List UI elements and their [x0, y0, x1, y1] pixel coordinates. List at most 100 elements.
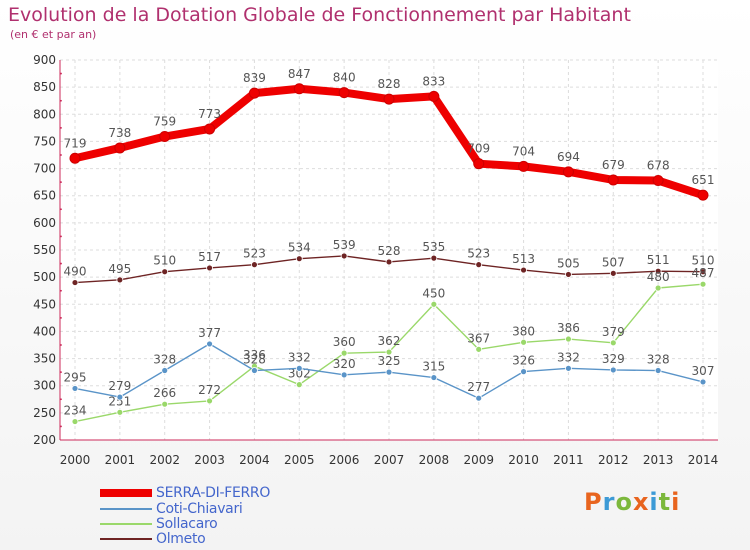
data-point-coti-chiavari: [385, 368, 393, 376]
data-point-sollacaro: [295, 381, 303, 389]
data-label-olmeto: 513: [512, 252, 535, 266]
data-point-coti-chiavari: [654, 367, 662, 374]
y-minor-tick: [60, 208, 62, 211]
data-point-coti-chiavari: [430, 374, 438, 381]
data-point-coti-chiavari: [699, 378, 707, 386]
data-label-coti-chiavari: 332: [288, 350, 311, 364]
data-point-sollacaro: [340, 349, 348, 357]
data-label-sollacaro: 272: [198, 383, 221, 397]
y-tick-label: 900: [33, 53, 56, 67]
y-minor-tick: [60, 398, 62, 401]
data-point-sollacaro: [475, 345, 483, 353]
data-label-sollacaro: 450: [422, 286, 445, 300]
data-point-serra-di-ferro: [114, 142, 126, 154]
y-tick-label: 600: [33, 216, 56, 230]
y-tick-label: 800: [33, 107, 56, 121]
data-label-serra-di-ferro: 773: [198, 107, 221, 121]
data-label-olmeto: 534: [288, 241, 311, 255]
y-minor-tick: [60, 235, 62, 238]
x-tick-label: 2000: [60, 453, 91, 467]
y-minor-tick: [60, 371, 62, 374]
data-label-serra-di-ferro: 678: [647, 159, 670, 173]
data-point-serra-di-ferro: [338, 87, 350, 99]
chart-subtitle: (en € et par an): [10, 28, 97, 41]
y-minor-tick: [60, 154, 62, 156]
data-label-olmeto: 490: [64, 265, 87, 279]
y-tick-label: 450: [33, 297, 56, 311]
y-tick-label: 700: [33, 162, 56, 176]
legend-item-coti-chiavari: Coti-Chiavari: [100, 501, 243, 517]
data-point-olmeto: [116, 276, 124, 284]
legend-item-serra-di-ferro: SERRA-DI-FERRO: [100, 485, 271, 501]
data-label-serra-di-ferro: 847: [288, 67, 311, 81]
x-tick-label: 2008: [419, 453, 450, 467]
data-label-coti-chiavari: 320: [333, 357, 356, 371]
x-tick-label: 2007: [374, 453, 405, 467]
y-tick-label: 650: [33, 189, 56, 203]
data-point-coti-chiavari: [206, 340, 213, 348]
legend-label-serra-di-ferro: SERRA-DI-FERRO: [156, 485, 271, 501]
data-point-serra-di-ferro: [697, 189, 709, 201]
data-label-coti-chiavari: 326: [512, 354, 535, 368]
data-label-coti-chiavari: 377: [198, 326, 221, 340]
y-minor-tick: [60, 425, 62, 428]
data-label-olmeto: 535: [422, 240, 445, 254]
data-label-sollacaro: 336: [243, 348, 266, 362]
data-point-coti-chiavari: [251, 367, 258, 374]
y-tick-label: 250: [33, 406, 56, 420]
legend-item-olmeto: Olmeto: [100, 531, 206, 547]
data-label-serra-di-ferro: 679: [602, 158, 625, 172]
x-tick-label: 2011: [553, 453, 584, 467]
data-label-olmeto: 505: [557, 256, 580, 270]
data-point-olmeto: [475, 261, 483, 269]
data-point-olmeto: [430, 254, 438, 262]
data-label-sollacaro: 251: [108, 394, 131, 408]
data-point-serra-di-ferro: [652, 175, 664, 187]
data-label-serra-di-ferro: 694: [557, 150, 580, 164]
y-tick-label: 300: [33, 379, 56, 393]
chart-title: Evolution de la Dotation Globale de Fonc…: [8, 4, 631, 26]
data-label-serra-di-ferro: 839: [243, 71, 266, 85]
data-label-olmeto: 523: [243, 247, 266, 261]
y-minor-tick: [60, 72, 62, 75]
data-label-sollacaro: 379: [602, 325, 625, 339]
data-label-serra-di-ferro: 738: [108, 126, 131, 140]
data-point-sollacaro: [116, 408, 124, 416]
data-point-olmeto: [609, 269, 617, 277]
x-tick-label: 2014: [688, 453, 719, 467]
data-point-sollacaro: [609, 339, 617, 347]
data-point-coti-chiavari: [520, 368, 527, 376]
data-label-serra-di-ferro: 704: [512, 144, 535, 158]
data-point-coti-chiavari: [565, 364, 572, 372]
data-point-serra-di-ferro: [562, 166, 574, 178]
y-minor-tick: [60, 126, 62, 129]
data-label-coti-chiavari: 328: [243, 353, 266, 367]
data-label-sollacaro: 362: [378, 334, 401, 348]
data-label-coti-chiavari: 279: [108, 379, 131, 393]
data-label-olmeto: 528: [378, 244, 401, 258]
data-label-serra-di-ferro: 709: [467, 142, 490, 156]
x-tick-label: 2010: [508, 453, 539, 467]
data-label-sollacaro: 386: [557, 321, 580, 335]
data-label-sollacaro: 302: [288, 367, 311, 381]
y-tick-label: 350: [33, 352, 56, 366]
y-minor-tick: [60, 99, 62, 102]
data-point-olmeto: [251, 261, 258, 269]
y-minor-tick: [60, 316, 62, 319]
data-point-serra-di-ferro: [204, 123, 216, 135]
data-label-serra-di-ferro: 651: [692, 173, 715, 187]
data-label-olmeto: 511: [647, 253, 670, 267]
data-label-coti-chiavari: 307: [692, 364, 715, 378]
data-label-coti-chiavari: 328: [647, 353, 670, 367]
data-point-coti-chiavari: [116, 393, 124, 401]
y-minor-tick: [60, 344, 62, 346]
y-minor-tick: [60, 289, 62, 292]
data-label-olmeto: 495: [108, 262, 131, 276]
data-label-sollacaro: 266: [153, 386, 176, 400]
data-point-serra-di-ferro: [159, 131, 171, 143]
data-label-sollacaro: 367: [467, 331, 490, 345]
data-point-sollacaro: [565, 335, 572, 343]
y-minor-tick: [60, 181, 62, 184]
